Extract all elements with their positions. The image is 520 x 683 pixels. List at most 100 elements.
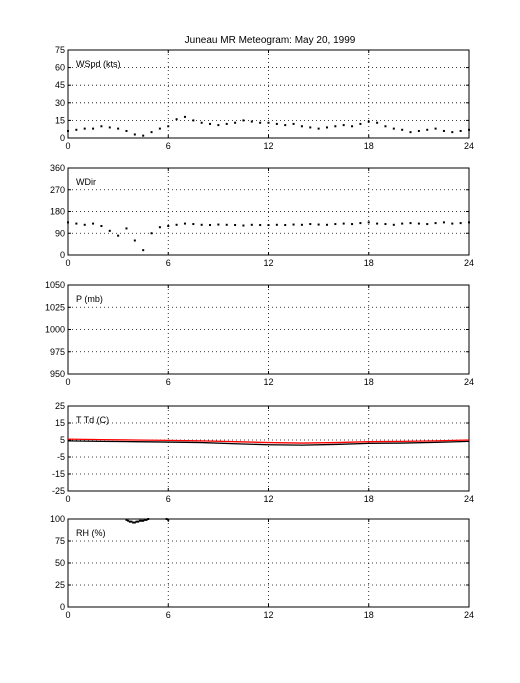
- data-point: [142, 134, 145, 137]
- series-line-1: [67, 438, 470, 444]
- data-point: [409, 131, 412, 134]
- y-tick-label: 25: [55, 401, 65, 411]
- data-point: [426, 128, 429, 131]
- y-tick-label: 180: [50, 207, 65, 217]
- data-point: [75, 128, 78, 131]
- data-point: [150, 131, 153, 134]
- x-tick-label: 18: [364, 141, 374, 151]
- data-point: [392, 127, 395, 130]
- data-point: [83, 223, 86, 226]
- data-point: [92, 127, 95, 130]
- data-point: [334, 125, 337, 128]
- x-tick-label: 6: [166, 258, 171, 268]
- data-point: [117, 127, 120, 130]
- y-tick-label: 1050: [45, 280, 65, 290]
- data-point: [451, 131, 454, 134]
- data-point: [145, 518, 148, 521]
- data-point: [275, 122, 278, 125]
- data-point: [459, 222, 462, 225]
- data-point: [150, 232, 153, 235]
- panel-2: 0 6 12 18 24 0 90 180 270 360 WDir: [50, 163, 474, 268]
- data-point: [342, 222, 345, 225]
- y-tick-label: 1000: [45, 325, 65, 335]
- y-tick-label: 5: [60, 435, 65, 445]
- data-point: [138, 519, 141, 522]
- data-point: [300, 125, 303, 128]
- x-tick-label: 12: [263, 494, 273, 504]
- y-tick-label: 360: [50, 163, 65, 173]
- data-point: [192, 119, 195, 122]
- y-tick-label: 15: [55, 418, 65, 428]
- y-tick-label: 75: [55, 45, 65, 55]
- data-point: [359, 222, 362, 225]
- data-point: [417, 129, 420, 132]
- data-point: [100, 225, 103, 227]
- data-point: [117, 234, 120, 237]
- x-tick-label: 18: [364, 258, 374, 268]
- y-tick-label: -15: [52, 469, 65, 479]
- data-point: [67, 221, 69, 224]
- data-point: [137, 520, 140, 523]
- data-point: [367, 120, 370, 123]
- y-tick-label: 60: [55, 63, 65, 73]
- panel-label: WDir: [76, 177, 96, 187]
- data-point: [459, 129, 462, 132]
- x-tick-label: 6: [166, 141, 171, 151]
- data-point: [142, 519, 145, 522]
- panel-label: WSpd (kts): [76, 59, 121, 69]
- data-point: [108, 229, 111, 232]
- x-tick-label: 0: [65, 377, 70, 387]
- panel-4: 0 6 12 18 24 -25 -15 -5 5 15 25 T Td (C): [52, 401, 474, 504]
- panel-label: P (mb): [76, 294, 103, 304]
- data-point: [225, 223, 228, 226]
- data-point: [242, 119, 245, 122]
- x-tick-label: 24: [464, 258, 474, 268]
- data-point: [128, 520, 131, 523]
- data-point: [100, 125, 103, 128]
- data-point: [158, 226, 161, 229]
- data-point: [192, 223, 195, 226]
- data-point: [259, 224, 262, 227]
- data-point: [334, 223, 337, 226]
- x-tick-label: 18: [364, 377, 374, 387]
- x-tick-label: 0: [65, 258, 70, 268]
- data-point: [442, 129, 445, 132]
- data-point: [158, 127, 161, 130]
- y-tick-label: -25: [52, 486, 65, 496]
- data-point: [143, 518, 146, 521]
- x-tick-label: 6: [166, 494, 171, 504]
- data-point: [167, 125, 170, 128]
- data-point: [384, 125, 387, 128]
- data-point: [434, 222, 437, 225]
- data-point: [359, 122, 362, 125]
- data-point: [135, 520, 138, 523]
- panel-3: 0 6 12 18 24 950 975 1000 1025 1050 P (mb): [45, 280, 474, 387]
- data-point: [132, 521, 135, 524]
- data-point: [292, 122, 295, 125]
- y-tick-label: 0: [60, 250, 65, 260]
- data-point: [401, 128, 404, 131]
- data-point: [242, 224, 245, 227]
- x-tick-label: 24: [464, 494, 474, 504]
- data-point: [317, 127, 320, 130]
- y-tick-label: 50: [55, 558, 65, 568]
- data-point: [217, 223, 220, 226]
- x-tick-label: 24: [464, 377, 474, 387]
- data-point: [209, 224, 212, 227]
- data-point: [133, 133, 136, 136]
- data-point: [142, 249, 145, 252]
- data-point: [225, 122, 228, 125]
- data-point: [442, 221, 445, 224]
- y-tick-label: 100: [50, 514, 65, 524]
- data-point: [167, 225, 170, 227]
- data-point: [351, 125, 354, 128]
- panel-label: T Td (C): [76, 415, 109, 425]
- y-tick-label: 0: [60, 602, 65, 612]
- x-tick-label: 6: [166, 610, 171, 620]
- data-point: [127, 519, 130, 522]
- data-point: [125, 227, 128, 230]
- data-point: [284, 224, 287, 227]
- figure-title: Juneau MR Meteogram: May 20, 1999: [185, 35, 356, 46]
